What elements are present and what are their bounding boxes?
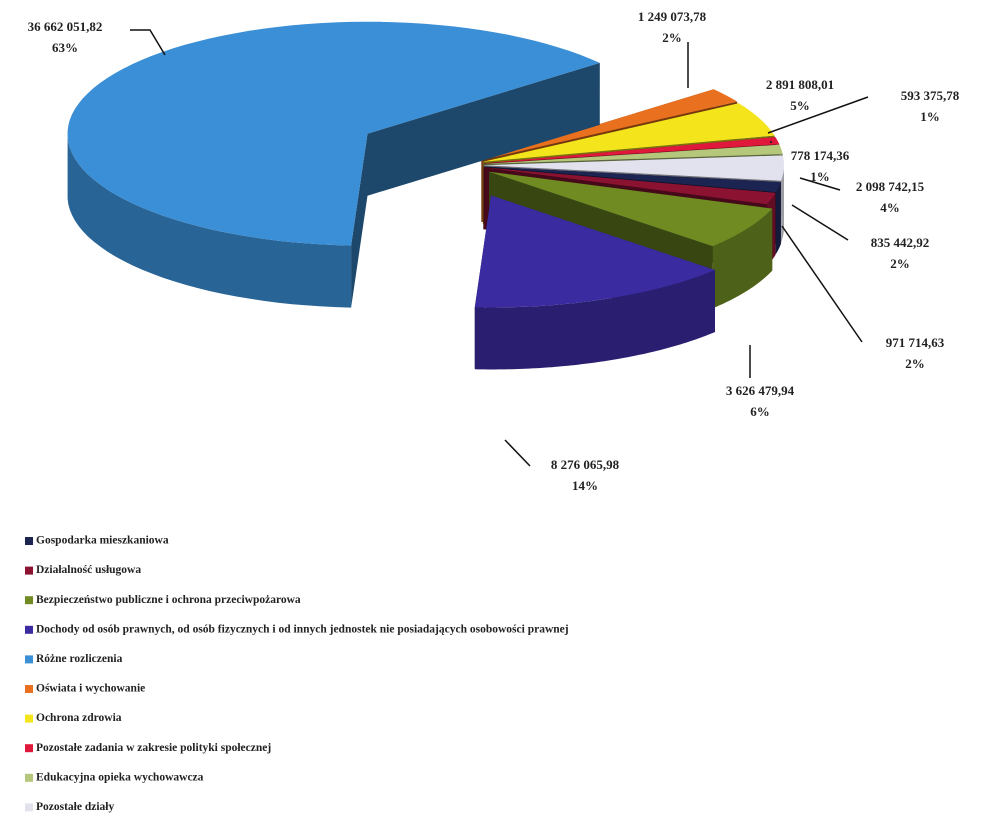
data-label-percent: 1% xyxy=(920,109,940,124)
data-label-percent: 2% xyxy=(905,356,925,371)
data-label: 778 174,36 xyxy=(791,148,850,163)
data-label: 2 891 808,01 xyxy=(766,77,834,92)
slice xyxy=(483,167,776,205)
data-label-percent: 2% xyxy=(662,30,682,45)
data-label: 36 662 051,82 xyxy=(28,19,103,34)
data-label-percent: 5% xyxy=(790,98,810,113)
legend-label: Różne rozliczenia xyxy=(36,653,123,665)
legend-label: Oświata i wychowanie xyxy=(36,683,145,695)
data-label-percent: 6% xyxy=(750,404,770,419)
leader-line xyxy=(799,177,841,191)
data-label-percent: 14% xyxy=(572,478,598,493)
data-label-percent: 1% xyxy=(810,169,830,184)
data-label-percent: 4% xyxy=(880,200,900,215)
slice xyxy=(483,166,781,193)
data-label: 8 276 065,98 xyxy=(551,457,620,472)
legend-label: Ochrona zdrowia xyxy=(36,712,122,724)
slice-side xyxy=(775,182,781,255)
legend-label: Pozostałe działy xyxy=(36,801,114,813)
legend-label: Pozostałe zadania w zakresie polityki sp… xyxy=(36,742,271,754)
data-label: 3 626 479,94 xyxy=(726,383,795,398)
legend-swatch xyxy=(25,803,33,812)
slice xyxy=(489,171,773,247)
slice-side xyxy=(781,165,784,243)
data-label-percent: 63% xyxy=(52,40,78,55)
legend-swatch xyxy=(25,596,33,605)
data-label-percent: 2% xyxy=(890,256,910,271)
leader-line xyxy=(130,29,166,56)
legend-swatch xyxy=(25,537,33,545)
slice xyxy=(482,103,775,162)
legend-swatch xyxy=(25,655,33,664)
data-label: 971 714,63 xyxy=(886,335,945,350)
legend-swatch xyxy=(25,625,33,634)
slice-side xyxy=(351,133,368,308)
leader-line xyxy=(504,439,531,467)
leader-line xyxy=(767,96,869,134)
legend-label: Działalność usługowa xyxy=(36,564,141,576)
slice xyxy=(474,195,715,308)
legend-label: Gospodarka mieszkaniowa xyxy=(36,535,169,547)
slice xyxy=(483,137,780,164)
data-label: 2 098 742,15 xyxy=(856,179,925,194)
legend-label: Dochody od osób prawnych, od osób fizycz… xyxy=(36,623,569,635)
leader-line xyxy=(781,225,863,343)
legend-swatch xyxy=(25,566,33,575)
legend-swatch xyxy=(25,773,33,782)
slice-side xyxy=(712,208,773,309)
data-label: 835 442,92 xyxy=(871,235,930,250)
data-label: 593 375,78 xyxy=(901,88,960,103)
legend-label: Edukacyjna opieka wychowawcza xyxy=(36,771,204,783)
legend-swatch xyxy=(25,744,33,753)
slice-side xyxy=(67,136,352,308)
slice-side xyxy=(474,270,715,370)
slice xyxy=(481,89,738,161)
leader-line xyxy=(791,204,849,241)
slice xyxy=(483,144,783,164)
slice xyxy=(67,21,600,246)
legend-swatch xyxy=(25,714,33,723)
legend-swatch xyxy=(25,685,33,693)
data-label: 1 249 073,78 xyxy=(638,9,707,24)
slice-side xyxy=(367,62,600,196)
slice xyxy=(484,155,784,181)
legend-label: Bezpieczeństwo publiczne i ochrona przec… xyxy=(36,594,301,606)
